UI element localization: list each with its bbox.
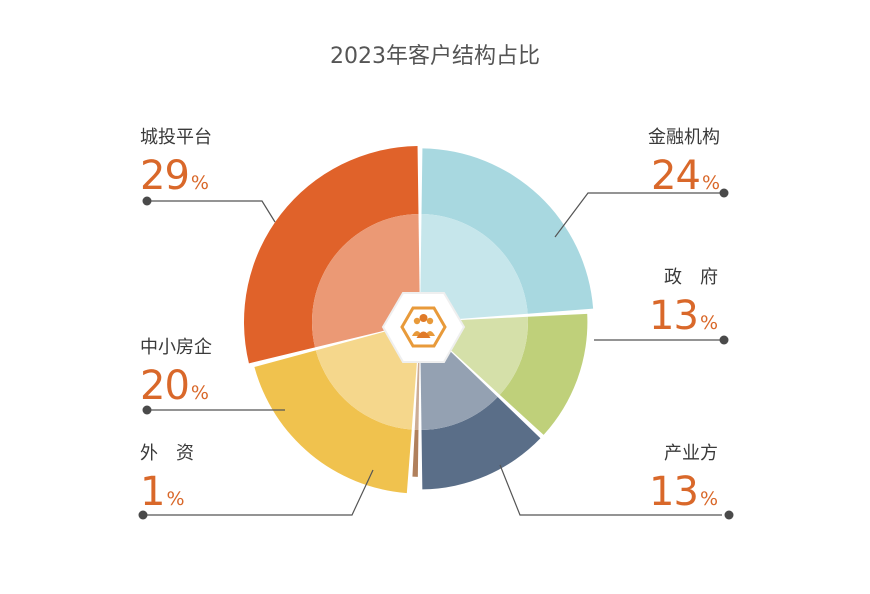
slice-5-leader-line [147,200,276,223]
slice-0-leader-dot [719,188,729,198]
slice-3-leader-line [143,469,374,516]
slice-1-outer [499,313,588,435]
slice-0-value-label: 24% [651,153,720,199]
center-hexagon [381,292,466,363]
slice-1-value-label: 13% [649,293,718,339]
slice-5-value-label: 29% [140,153,209,199]
slice-3-outer [412,429,419,477]
slice-5-name-label: 城投平台 [140,127,212,148]
slice-3-name-label: 外 资 [140,443,194,464]
slice-1-name-label: 政 府 [664,267,718,288]
slice-5-leader-dot [142,196,152,206]
labels-group: 金融机构 24 % 政 府 13 % 产业方 13 % 外 资 1 % 中小房企 20 % 城投平台 29% [138,127,734,520]
slices-group [244,146,594,494]
slice-5-outer [244,146,419,364]
slice-0-inner [420,214,528,322]
slice-2-leader-line [499,464,722,516]
slice-0-outer [421,148,594,314]
slice-2-value-label: 13% [649,469,718,515]
slice-4-inner [315,322,420,430]
slice-4-outer [254,350,412,494]
slice-0-name-label: 金融机构 [648,127,720,148]
slice-2-name-label: 产业方 [664,443,718,464]
chart-title: 2023年客户结构占比 [330,44,540,69]
center-badge [381,292,466,363]
slice-2-leader-dot [724,510,734,520]
customer-group-icon [400,306,447,348]
slice-3-leader-dot [138,510,148,520]
slice-4-leader-dot [142,405,152,415]
slice-0-leader-line [554,192,722,238]
slice-4-value-label: 20% [140,363,209,409]
slice-4-name-label: 中小房企 [140,337,212,358]
slice-2-outer [421,397,541,490]
slice-1-leader-dot [719,335,729,345]
slice-3-value-label: 1% [140,469,185,515]
